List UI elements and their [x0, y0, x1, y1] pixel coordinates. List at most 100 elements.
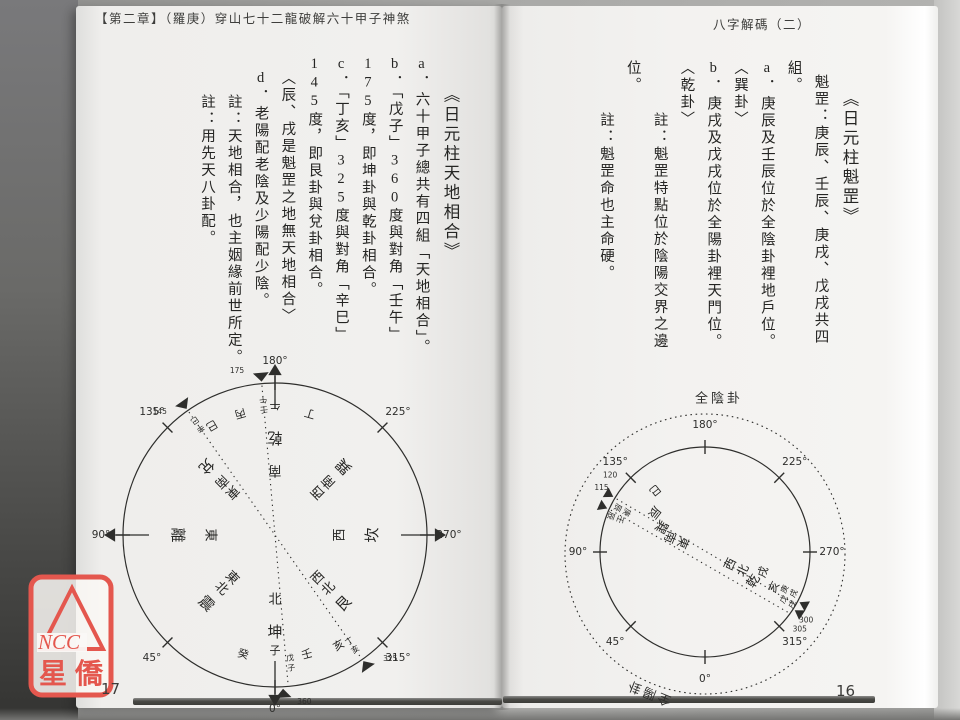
compass-text: 坤: [267, 624, 282, 641]
marker-degree-label: 175: [230, 366, 245, 375]
compass-text: 丙: [233, 406, 247, 421]
left-compass-diagram: 0° 45° 90° 135° 180° 225° 270° 315° 175 145 325 360…: [92, 355, 462, 715]
right-book-page: [502, 6, 938, 708]
text-column: 魁罡：庚辰、壬辰、庚戌、戊戌共四組。: [785, 60, 829, 346]
text-column: 註：用先天八卦配。: [198, 94, 215, 247]
compass-text: 巳: [189, 414, 201, 426]
logo-name: 星僑: [39, 658, 111, 690]
compass-text: 戌: [787, 587, 799, 598]
degree-label: 270°: [436, 529, 461, 541]
compass-text: 壬: [614, 514, 626, 525]
compass-text: 壬: [260, 405, 269, 416]
text-column: 註：天地相合，也主姻緣前世所定。: [225, 94, 242, 366]
degree-label: 135°: [139, 406, 164, 418]
compass-text: 午: [270, 398, 281, 411]
compass-text: 子: [287, 663, 296, 673]
dotted-alignment-line: [616, 498, 795, 604]
compass-text: 巽: [333, 455, 355, 477]
section-title: 《日元柱魁罡》: [840, 90, 859, 227]
dotted-alignment-line: [261, 385, 289, 685]
publisher-logo: NCC 星僑: [28, 574, 114, 698]
compass-text: 東: [674, 534, 692, 551]
page-number-right: 16: [836, 682, 856, 700]
text-column: d．老陽配老陰及少陽配少陰。: [252, 70, 269, 310]
book-spine: [494, 4, 510, 710]
compass-text: 辰: [605, 510, 616, 521]
position-marker-icon: [175, 397, 189, 409]
degree-tick: [162, 637, 173, 648]
position-marker-icon: [799, 601, 810, 612]
degree-label: 315°: [385, 652, 410, 664]
text-column: a．庚辰及壬辰位於全陰卦裡地戶位。〈巽卦〉: [732, 60, 775, 351]
degree-label: 180°: [262, 355, 287, 367]
compass-text: 巳: [647, 482, 663, 498]
text-column: 〈辰、戌是魁罡之地無天地相合〉: [279, 70, 296, 325]
degree-label: 225°: [385, 406, 410, 418]
compass-text: 癸: [236, 646, 250, 662]
axis-arrowhead: [434, 528, 446, 542]
all-yang-gua-label: 全陽卦: [623, 677, 673, 709]
degree-label: 270°: [819, 546, 844, 558]
compass-text: 丁: [303, 406, 317, 421]
left-page-bottom-edge: [133, 698, 502, 705]
compass-text: 巳: [204, 417, 220, 433]
compass-text: 戌: [755, 565, 771, 580]
compass-text: 東: [204, 528, 219, 541]
compass-text: 丁: [344, 636, 356, 648]
degree-tick: [625, 472, 637, 484]
compass-text: 戊: [285, 652, 294, 663]
position-marker-icon: [275, 688, 292, 698]
compass-text: 兌: [195, 455, 218, 478]
book-title-header: 八字解碼（二）: [713, 18, 812, 32]
dotted-alignment-line: [188, 411, 362, 659]
degree-label: 0°: [699, 673, 711, 685]
position-marker-icon: [596, 499, 608, 511]
logo-text-backing: [37, 633, 87, 652]
compass-text: 庚: [621, 506, 634, 518]
compass-text: 北: [734, 562, 752, 579]
degree-label: 225°: [782, 456, 807, 468]
degree-tick: [773, 620, 785, 632]
compass-text: 艮: [333, 593, 356, 616]
compass-text: 午: [259, 395, 268, 406]
compass-text: 震: [195, 593, 218, 616]
text-column: a．六十甲子總共有四組「天地相合」。: [413, 56, 430, 357]
dotted-alignment-line: [610, 509, 789, 614]
compass-text: 西: [721, 556, 739, 573]
degree-label: 45°: [143, 652, 162, 664]
marker-degree-label: 305: [793, 624, 808, 633]
marker-degree-label: 325: [383, 654, 398, 663]
compass-text: 西: [332, 528, 347, 541]
compass-text: 乾: [267, 429, 282, 446]
marker-degree-label: 145: [153, 407, 168, 416]
degree-label: 315°: [782, 636, 807, 648]
degree-label: 45°: [606, 636, 625, 648]
compass-text: 巽: [652, 518, 671, 537]
left-book-page: [76, 6, 502, 708]
degree-label: 90°: [92, 529, 111, 541]
compass-text: 庚: [778, 583, 790, 594]
text-column: 註：魁罡特點位於陰陽交界之邊位。: [624, 60, 668, 350]
compass-text: 坎: [364, 527, 381, 542]
text-column: b．庚戌及戊戌位於全陽卦裡天門位。〈乾卦〉: [678, 60, 722, 351]
logo-acronym: NCC: [37, 630, 81, 654]
text-column: b．「戊子」360度與對角「壬午」175度，即坤卦與乾卦相合。: [359, 56, 403, 344]
position-marker-icon: [602, 487, 614, 498]
position-marker-icon: [252, 372, 269, 382]
compass-text: 亥: [765, 579, 782, 595]
all-yin-gua-label: 全陰卦: [695, 391, 743, 406]
degree-label: 180°: [692, 419, 717, 431]
degree-tick: [162, 422, 173, 433]
photo-bottom-shadow: [0, 708, 960, 720]
chapter-header: 【第二章】（羅庚）穿山七十二龍破解六十甲子神煞: [95, 12, 411, 26]
marker-degree-label: 360: [297, 697, 312, 706]
position-marker-icon: [794, 610, 806, 620]
marker-degree-label: 115: [594, 483, 609, 492]
compass-text: 北: [268, 592, 281, 607]
marker-degree-label: 300: [799, 616, 814, 625]
degree-label: 90°: [569, 546, 588, 558]
right-page-bottom-edge: [503, 696, 875, 703]
compass-text: 壬: [300, 647, 314, 662]
position-marker-icon: [361, 661, 375, 673]
